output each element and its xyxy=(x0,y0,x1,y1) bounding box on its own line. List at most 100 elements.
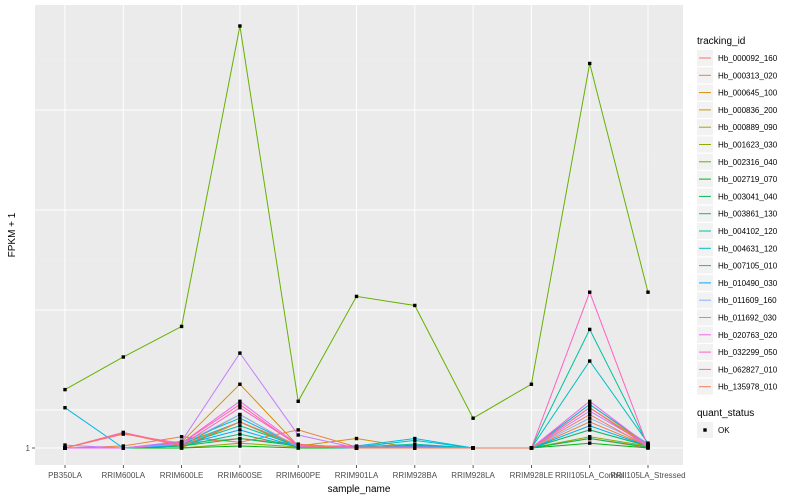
shape-legend-items: OK xyxy=(697,422,730,438)
data-point xyxy=(588,409,592,413)
data-point xyxy=(179,324,184,329)
data-point xyxy=(471,416,475,420)
data-point xyxy=(646,445,650,449)
y-axis-ticks: 1 xyxy=(26,444,35,453)
data-point xyxy=(646,443,650,447)
legend-label: Hb_135978_010 xyxy=(718,383,778,392)
legend-label: Hb_001623_030 xyxy=(718,141,778,150)
legend-label: Hb_032299_050 xyxy=(718,348,778,357)
data-point xyxy=(238,351,242,355)
data-point xyxy=(121,431,125,435)
data-points xyxy=(63,24,650,450)
data-point xyxy=(179,441,184,445)
data-point xyxy=(588,441,592,445)
data-point xyxy=(588,290,592,294)
data-point xyxy=(588,402,592,407)
grid-lines xyxy=(35,5,683,465)
panel-background xyxy=(35,5,683,465)
shape-legend-title: quant_status xyxy=(697,408,754,419)
legend-label: Hb_003861_130 xyxy=(718,210,778,219)
legend-label: Hb_011692_030 xyxy=(718,314,777,323)
data-point xyxy=(646,290,650,294)
data-point xyxy=(179,435,184,439)
legend-label: Hb_000092_160 xyxy=(718,54,778,63)
data-point xyxy=(238,420,242,424)
data-point xyxy=(529,382,534,386)
data-point xyxy=(296,443,300,447)
data-point xyxy=(588,420,592,424)
data-point xyxy=(471,446,475,450)
data-point xyxy=(63,446,67,450)
legend-label: Hb_007105_010 xyxy=(718,262,778,271)
legend-label: Hb_004631_120 xyxy=(718,244,778,253)
data-point xyxy=(238,424,242,428)
data-point xyxy=(588,435,592,439)
x-tick-label: RRII105LA_Control xyxy=(555,471,625,480)
x-tick-label: PB350LA xyxy=(48,471,82,480)
legend-label: Hb_000645_100 xyxy=(718,89,778,98)
data-point xyxy=(588,428,592,432)
data-point xyxy=(238,24,242,28)
data-point xyxy=(354,446,359,450)
data-point xyxy=(238,399,242,404)
data-point xyxy=(588,399,592,404)
legend-title: tracking_id xyxy=(697,36,745,47)
data-point xyxy=(121,444,125,448)
x-tick-label: RRIM901LA xyxy=(335,471,379,480)
data-point xyxy=(238,441,242,445)
x-tick-label: RRIM600LE xyxy=(160,471,204,480)
data-point xyxy=(588,406,592,410)
data-point xyxy=(354,436,359,441)
data-point xyxy=(413,446,417,450)
legend-label: Hb_062827_010 xyxy=(718,365,778,374)
data-point xyxy=(63,387,67,392)
data-point xyxy=(588,416,592,420)
data-point xyxy=(238,402,242,407)
legend: tracking_id Hb_000092_160 Hb_000313_020 Hb… xyxy=(697,36,778,438)
data-point xyxy=(588,412,592,417)
data-point xyxy=(413,442,417,446)
data-point xyxy=(238,436,242,441)
data-point xyxy=(588,327,592,332)
data-point xyxy=(238,432,242,436)
data-point xyxy=(354,294,359,299)
x-tick-label: RRIM928BA xyxy=(393,471,438,480)
data-point xyxy=(63,406,67,410)
shape-legend-key-point xyxy=(703,428,707,432)
data-point xyxy=(238,382,242,386)
x-axis-ticks: PB350LA RRIM600LA RRIM600LE RRIM600SE RRIM60… xyxy=(48,465,686,480)
data-point xyxy=(413,303,417,308)
y-axis-title: FPKM + 1 xyxy=(7,212,18,257)
legend-label: Hb_020763_020 xyxy=(718,331,778,340)
legend-label: Hb_000313_020 xyxy=(718,71,778,80)
data-point xyxy=(238,444,242,448)
x-tick-label: RRIM600PE xyxy=(276,471,320,480)
data-point xyxy=(296,399,300,404)
legend-label: Hb_000889_090 xyxy=(718,123,778,132)
data-point xyxy=(238,406,242,410)
data-point xyxy=(296,428,300,432)
legend-label: Hb_011609_160 xyxy=(718,296,777,305)
data-point xyxy=(413,438,417,443)
x-tick-label: RRII105LA_Stressed xyxy=(610,471,685,480)
data-point xyxy=(179,446,184,450)
legend-label: Hb_000836_200 xyxy=(718,106,778,115)
y-tick-label: 1 xyxy=(26,444,31,453)
data-point xyxy=(179,439,184,443)
x-tick-label: RRIM928LA xyxy=(451,471,495,480)
data-point xyxy=(588,436,592,441)
legend-label: Hb_004102_120 xyxy=(718,227,778,236)
x-tick-label: RRIM928LE xyxy=(510,471,554,480)
data-point xyxy=(238,416,242,420)
x-tick-label: RRIM600SE xyxy=(218,471,262,480)
data-point xyxy=(588,424,592,428)
legend-label: Hb_002316_040 xyxy=(718,158,778,167)
data-point xyxy=(121,446,125,450)
data-point xyxy=(238,412,242,417)
x-axis-title: sample_name xyxy=(328,484,391,495)
data-point xyxy=(588,61,592,66)
legend-label: Hb_010490_030 xyxy=(718,279,778,288)
data-point xyxy=(588,359,592,363)
data-point xyxy=(63,443,67,447)
